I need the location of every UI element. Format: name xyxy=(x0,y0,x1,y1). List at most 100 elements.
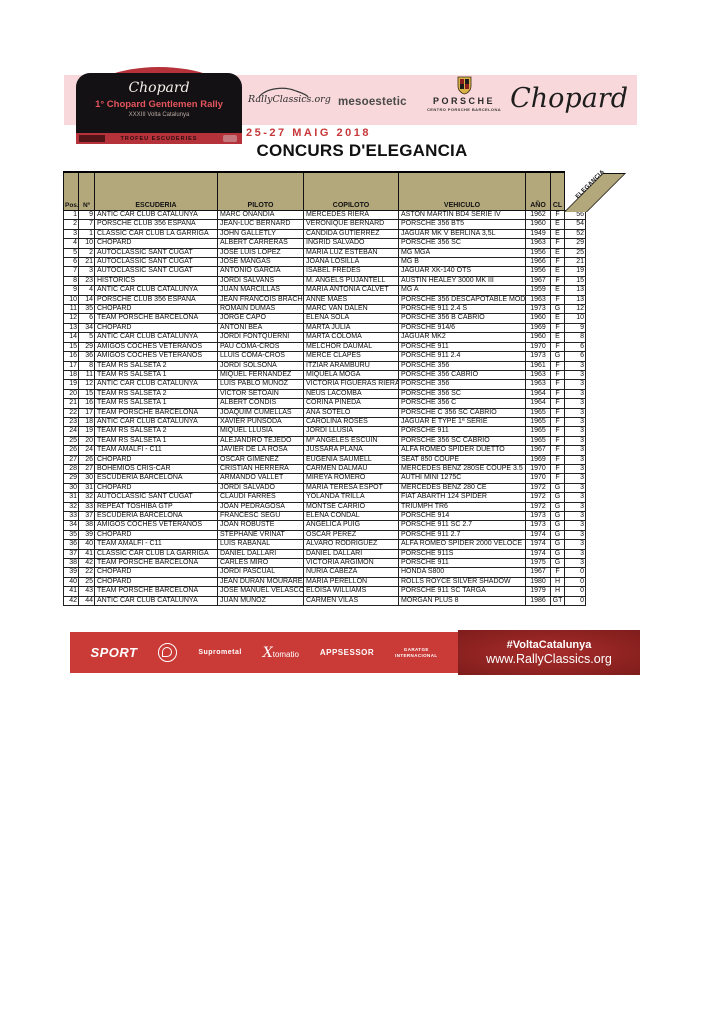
table-row: 18 11 TEAM RS SALSETA 1 MIQUEL FERNANDEZ MIQ… xyxy=(63,369,586,381)
table-cell: AMIGOS COCHES VETERANOS xyxy=(94,520,218,531)
table-row: 27 26 CHOPARD OSCAR GIMENEZ EUGENIA SAUMELL S… xyxy=(63,454,586,465)
table-cell: MG A xyxy=(398,285,526,296)
porsche-logo: PORSCHE CENTRO PORSCHE BARCELONA xyxy=(420,76,508,112)
table-cell: AMIGOS COCHES VETERANOS xyxy=(94,341,218,353)
table-cell: G xyxy=(550,539,565,550)
table-cell: ÁLVARO RODRÍGUEZ xyxy=(303,539,399,550)
table-cell: G xyxy=(550,482,565,494)
table-cell: 3 xyxy=(564,510,586,522)
table-cell: 1960 xyxy=(525,219,551,230)
table-cell: YOLANDA TRILLA xyxy=(303,492,399,503)
table-cell: E xyxy=(550,285,565,296)
table-cell: ANTIC CAR CLUB CATALUNYA xyxy=(94,595,218,607)
table-cell: 32 xyxy=(63,501,79,513)
table-cell: 3 xyxy=(564,360,586,371)
plate-title: 1° Chopard Gentlemen Rally xyxy=(95,99,223,110)
results-table: Pos. Nº ESCUDERIA PILOTO COPILOTO VEHICU… xyxy=(63,171,586,607)
table-cell: ARMANDO VALLET xyxy=(217,473,304,484)
table-cell: PORSCHE 911 2.4 xyxy=(398,351,526,362)
table-cell: JORGE CAPO xyxy=(217,313,304,324)
table-cell: 10 xyxy=(63,294,79,306)
table-row: 2 7 PORSCHE CLUB 356 ESPAÑA JEAN-LUC BERNAR… xyxy=(63,219,586,230)
table-cell: 3 xyxy=(564,379,586,390)
table-cell: JEAN-LUC BERNARD xyxy=(217,219,304,230)
plate-subtitle: XXXIII Volta Catalunya xyxy=(128,112,190,118)
table-cell: 1963 xyxy=(525,369,551,381)
table-cell: JOAQUIM CUMELLAS xyxy=(217,407,304,418)
car-outline-icon xyxy=(258,87,309,98)
table-cell: 1960 xyxy=(525,332,551,343)
table-cell: 4 xyxy=(78,285,95,296)
table-cell: MARIA PERELLON xyxy=(303,576,399,588)
table-cell: MIQUELA MOGA xyxy=(303,369,399,381)
table-cell: 1965 xyxy=(525,416,551,428)
table-cell: E xyxy=(550,219,565,230)
table-row: 21 16 TEAM RS SALSETA 1 ALBERT CONDIS CORINA… xyxy=(63,398,586,409)
table-cell: MARC ONANDIA xyxy=(217,209,304,221)
table-cell: TEAM RS SALSETA 1 xyxy=(94,398,218,409)
table-cell: 3 xyxy=(564,548,586,560)
table-cell: CRISTIAN HERRERA xyxy=(217,463,304,475)
table-cell: JAGUAR XK-140 OTS xyxy=(398,266,526,277)
table-row: 11 35 CHOPARD ROMAIN DUMAS MARC VAN DALEN POR… xyxy=(63,304,586,315)
table-cell: 1965 xyxy=(525,407,551,418)
table-cell: 36 xyxy=(63,539,79,550)
rally-plate: Chopard 1° Chopard Gentlemen Rally XXXII… xyxy=(76,67,242,144)
table-row: 16 36 AMIGOS COCHES VETERANOS LLUIS COMA-CR… xyxy=(63,351,586,362)
table-cell: 0 xyxy=(564,576,586,588)
table-cell: PORSCHE CLUB 356 ESPAÑA xyxy=(94,219,218,230)
table-cell: 19 xyxy=(564,266,586,277)
table-cell: 42 xyxy=(78,558,95,569)
table-cell: 1966 xyxy=(525,257,551,268)
table-cell: 1973 xyxy=(525,510,551,522)
table-cell: G xyxy=(550,510,565,522)
table-cell: AUSTIN HEALEY 3000 MK III xyxy=(398,275,526,287)
col-header-escuderia: ESCUDERIA xyxy=(94,171,218,211)
table-cell: 3 xyxy=(564,463,586,475)
table-row: 33 37 ESCUDERIA BARCELONA FRANCESC SEGÚ ELEN… xyxy=(63,510,586,522)
table-cell: ITZIAR ARAMBURU xyxy=(303,360,399,371)
table-cell: JORDI PASCUAL xyxy=(217,567,304,578)
table-cell: LLUIS COMA-CROS xyxy=(217,351,304,362)
table-row: 23 18 ANTIC CAR CLUB CATALUNYA XAVIER PUNSO… xyxy=(63,416,586,428)
table-cell: JOHN GALLETLY xyxy=(217,228,304,240)
plate-strip-chip-right xyxy=(223,135,237,142)
suprometal-logo: Suprometal xyxy=(198,649,242,656)
table-cell: E xyxy=(550,247,565,259)
table-cell: CARLES MIRÓ xyxy=(217,558,304,569)
table-cell: MARTA COLOMA xyxy=(303,332,399,343)
table-cell: F xyxy=(550,294,565,306)
table-cell: JAGUAR MK2 xyxy=(398,332,526,343)
table-cell: ANTIC CAR CLUB CATALUNYA xyxy=(94,285,218,296)
table-cell: TEAM RS SALSETA 1 xyxy=(94,369,218,381)
table-cell: JOAN PEDRAGOSA xyxy=(217,501,304,513)
table-cell: ESCUDERIA BARCELONA xyxy=(94,473,218,484)
garatge-line1: GARATGE xyxy=(403,646,429,652)
table-cell: 33 xyxy=(78,501,95,513)
table-cell: F xyxy=(550,379,565,390)
table-cell: ALBERT CONDIS xyxy=(217,398,304,409)
footer-hashtag: #VoltaCatalunya xyxy=(506,639,592,651)
table-cell: OSCAR PEREZ xyxy=(303,529,399,541)
table-cell: JORDI SALVADO xyxy=(217,482,304,494)
table-header-row: Pos. Nº ESCUDERIA PILOTO COPILOTO VEHICU… xyxy=(63,171,586,211)
table-row: 41 43 TEAM PORSCHE BARCELONA JOSE MANUEL VE… xyxy=(63,586,586,597)
table-cell: 21 xyxy=(63,398,79,409)
table-cell: 25 xyxy=(564,247,586,259)
table-cell: 19 xyxy=(78,426,95,437)
table-cell: JOSE MANGAS xyxy=(217,257,304,268)
rallyclassics-logo-text: RallyClassics.org xyxy=(248,94,331,105)
table-cell: TEAM PORSCHE BARCELONA xyxy=(94,313,218,324)
table-cell: PORSCHE 356 CABRIO xyxy=(398,369,526,381)
table-cell: 29 xyxy=(78,341,95,353)
table-cell: 10 xyxy=(78,238,95,249)
table-cell: F xyxy=(550,238,565,249)
table-cell: 3 xyxy=(564,501,586,513)
table-cell: 1970 xyxy=(525,463,551,475)
table-row: 39 22 CHOPARD JORDI PASCUAL NÚRIA CABEZA HOND… xyxy=(63,567,586,578)
table-cell: 1973 xyxy=(525,520,551,531)
table-cell: PORSCHE 911S xyxy=(398,548,526,560)
table-cell: PORSCHE 911 SC 2.7 xyxy=(398,520,526,531)
table-cell: 1967 xyxy=(525,275,551,287)
